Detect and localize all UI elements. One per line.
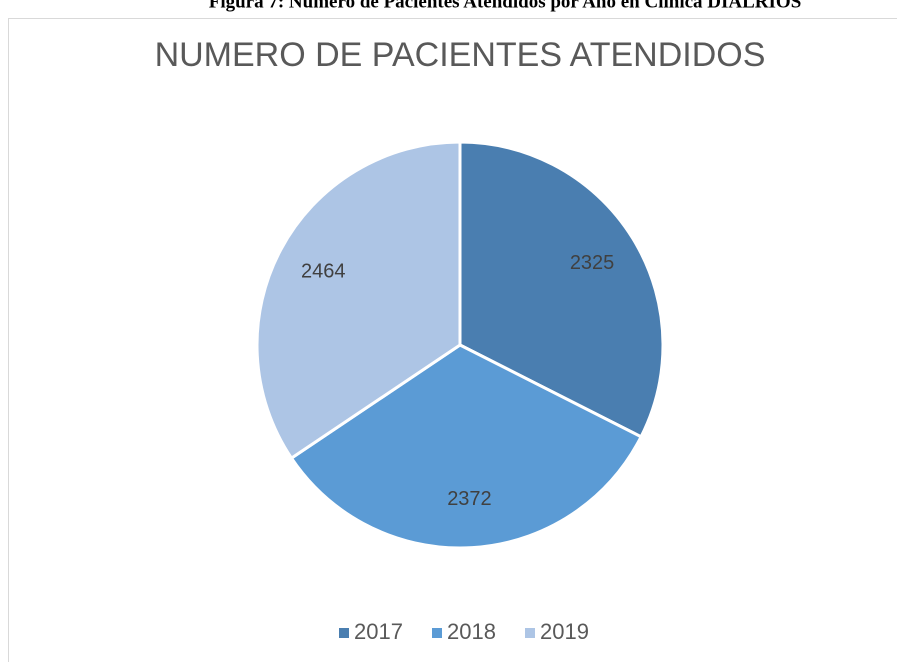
data-label: 2372 <box>447 488 492 510</box>
legend-swatch <box>339 628 349 638</box>
legend-label: 2018 <box>447 619 496 644</box>
figure-caption: Figura 7: Número de Pacientes Atendidos … <box>209 0 802 12</box>
pie-slice <box>289 343 644 550</box>
pie-slice <box>255 140 462 461</box>
legend-swatch <box>432 628 442 638</box>
legend-label: 2019 <box>540 619 589 644</box>
legend-swatch <box>525 628 535 638</box>
pie-slice <box>458 140 665 439</box>
legend-label: 2017 <box>354 619 403 644</box>
chart-title: NUMERO DE PACIENTES ATENDIDOS <box>155 36 766 74</box>
data-label: 2325 <box>570 252 615 274</box>
data-label: 2464 <box>301 260 346 282</box>
